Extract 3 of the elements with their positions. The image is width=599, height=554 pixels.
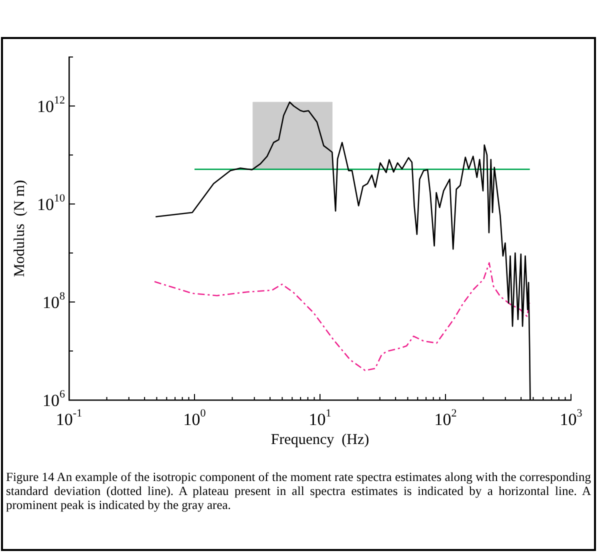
y-axis-title: Modulus (N m): [12, 180, 28, 278]
x-axis-title: Frequency (Hz): [270, 432, 370, 448]
caption: Figure 14 An example of the isotropic component of the moment rate spectra estimates along with the corresponding standard deviation (dotted line). A plateau present in all spectra estimates is indicated by a horizontal line. A prominent peak is indicated by the gray area.: [6, 470, 591, 512]
